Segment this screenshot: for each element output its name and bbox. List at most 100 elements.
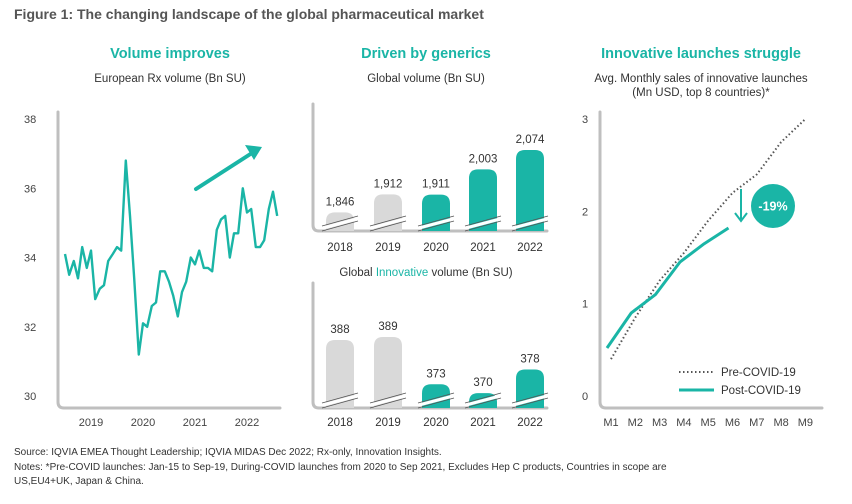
- european-volume-plot: 30 32 34 36 38 2019 2020 2021 2022: [24, 110, 282, 429]
- bar-category-label: 2020: [423, 242, 449, 254]
- y-tick-label: 1: [582, 299, 588, 311]
- bar: [516, 150, 544, 231]
- bar-category-label: 2020: [423, 417, 449, 429]
- axis-break-gap: [370, 394, 406, 407]
- x-tick-label: 2019: [79, 417, 103, 429]
- y-tick-label: 36: [24, 183, 36, 195]
- y-x-axis: [56, 110, 282, 410]
- innovative-subtitle-post: volume (Bn SU): [428, 267, 513, 279]
- bar-category-label: 2021: [470, 242, 496, 254]
- axis-break-mark: [369, 397, 407, 409]
- bar-axis: [311, 102, 549, 233]
- bar-value-label: 2,003: [469, 153, 498, 165]
- innovative-subtitle-pre: Global: [339, 267, 376, 279]
- x-tick-label: M8: [773, 417, 788, 429]
- y-tick-label: 2: [582, 206, 588, 218]
- bar: [469, 393, 497, 408]
- axis-break-mark: [417, 397, 455, 409]
- volume-panel-title: Volume improves: [110, 46, 230, 62]
- bar-value-label: 388: [330, 324, 349, 336]
- y-tick-label: 0: [582, 391, 588, 403]
- innovative-volume-subtitle: Global Innovative volume (Bn SU): [300, 266, 552, 280]
- notes-line-1: Notes: *Pre-COVID launches: Jan-15 to Se…: [14, 462, 667, 473]
- axis-break-mark: [369, 392, 407, 404]
- axis-break-mark: [511, 220, 549, 232]
- source-note: Source: IQVIA EMEA Thought Leadership; I…: [14, 447, 442, 458]
- y-tick-label: 32: [24, 322, 36, 334]
- axis-break-mark: [321, 397, 359, 409]
- launches-plot: 0 1 2 3 M1 M2 M3 M4 M5 M6 M7 M8 M9 -19% Pre-COVID-19 Po…: [582, 110, 824, 429]
- x-tick-label: M4: [676, 417, 691, 429]
- axis-break-gap: [465, 394, 501, 407]
- bar-category-label: 2018: [327, 242, 353, 254]
- bar: [422, 384, 450, 408]
- bar-value-label: 1,911: [422, 179, 450, 191]
- bar: [374, 194, 402, 231]
- generics-panel-subtitle: Global volume (Bn SU): [367, 73, 485, 85]
- axis-break-mark: [417, 392, 455, 404]
- y-tick-label: 3: [582, 114, 588, 126]
- y-x-axis: [598, 110, 824, 410]
- generics-panel-title: Driven by generics: [361, 46, 491, 62]
- bar: [326, 212, 354, 231]
- axis-break-mark: [511, 215, 549, 227]
- axis-break-gap: [322, 217, 358, 230]
- launches-panel-subtitle-1: Avg. Monthly sales of innovative launche…: [594, 73, 808, 85]
- x-tick-label: M6: [725, 417, 740, 429]
- volume-panel-subtitle: European Rx volume (Bn SU): [94, 73, 246, 85]
- x-tick-label: 2022: [235, 417, 259, 429]
- bar: [469, 169, 497, 231]
- axis-break-mark: [321, 392, 359, 404]
- pre-covid-line: [610, 118, 807, 360]
- x-tick-label: M9: [798, 417, 813, 429]
- axis-break-mark: [321, 220, 359, 232]
- launches-panel-subtitle-2: (Mn USD, top 8 countries)*: [632, 87, 770, 99]
- axis-break-gap: [512, 217, 548, 230]
- bar-category-label: 2019: [375, 417, 401, 429]
- axis-break-mark: [321, 215, 359, 227]
- bar-value-label: 370: [473, 377, 492, 389]
- volume-line: [63, 159, 279, 356]
- global-volume-plot: 1,846 2018 1,912 2019 1,911 2020 2,003 2021 2,07…: [311, 102, 549, 254]
- y-tick-label: 38: [24, 114, 36, 126]
- axis-break-gap: [418, 217, 454, 230]
- bar: [326, 339, 354, 408]
- figure-title: Figure 1: The changing landscape of the …: [14, 6, 484, 22]
- bar-value-label: 1,912: [374, 178, 403, 190]
- axis-break-gap: [418, 394, 454, 407]
- x-tick-label: M3: [652, 417, 667, 429]
- decline-arrow-head: [734, 212, 748, 223]
- y-tick-label: 34: [24, 253, 36, 265]
- trend-arrow-head: [245, 145, 262, 160]
- axis-break-mark: [464, 397, 502, 409]
- innovative-subtitle-accent: Innovative: [375, 267, 429, 279]
- legend-pre-label: Pre-COVID-19: [721, 367, 796, 379]
- bar-category-label: 2019: [375, 242, 401, 254]
- axis-break-mark: [464, 215, 502, 227]
- x-tick-label: M2: [628, 417, 643, 429]
- axis-break-gap: [322, 394, 358, 407]
- y-tick-label: 30: [24, 391, 36, 403]
- bar-axis: [311, 281, 549, 410]
- axis-break-mark: [464, 220, 502, 232]
- axis-break-mark: [417, 215, 455, 227]
- axis-break-gap: [370, 217, 406, 230]
- axis-break-mark: [369, 215, 407, 227]
- bar-category-label: 2022: [517, 242, 543, 254]
- bar-value-label: 373: [426, 368, 445, 380]
- notes-line-2: US,EU4+UK, Japan & China.: [14, 476, 144, 487]
- bar-value-label: 2,074: [516, 134, 545, 146]
- bar-category-label: 2018: [327, 417, 353, 429]
- axis-break-mark: [464, 392, 502, 404]
- axis-break-mark: [511, 397, 549, 409]
- decline-callout-label: -19%: [758, 200, 787, 214]
- axis-break-mark: [369, 220, 407, 232]
- x-tick-label: M7: [749, 417, 764, 429]
- axis-break-mark: [417, 220, 455, 232]
- axis-break-gap: [465, 217, 501, 230]
- x-tick-label: 2021: [183, 417, 207, 429]
- x-tick-label: M5: [701, 417, 716, 429]
- bar: [422, 194, 450, 231]
- legend-post-label: Post-COVID-19: [721, 385, 801, 397]
- bar-category-label: 2021: [470, 417, 496, 429]
